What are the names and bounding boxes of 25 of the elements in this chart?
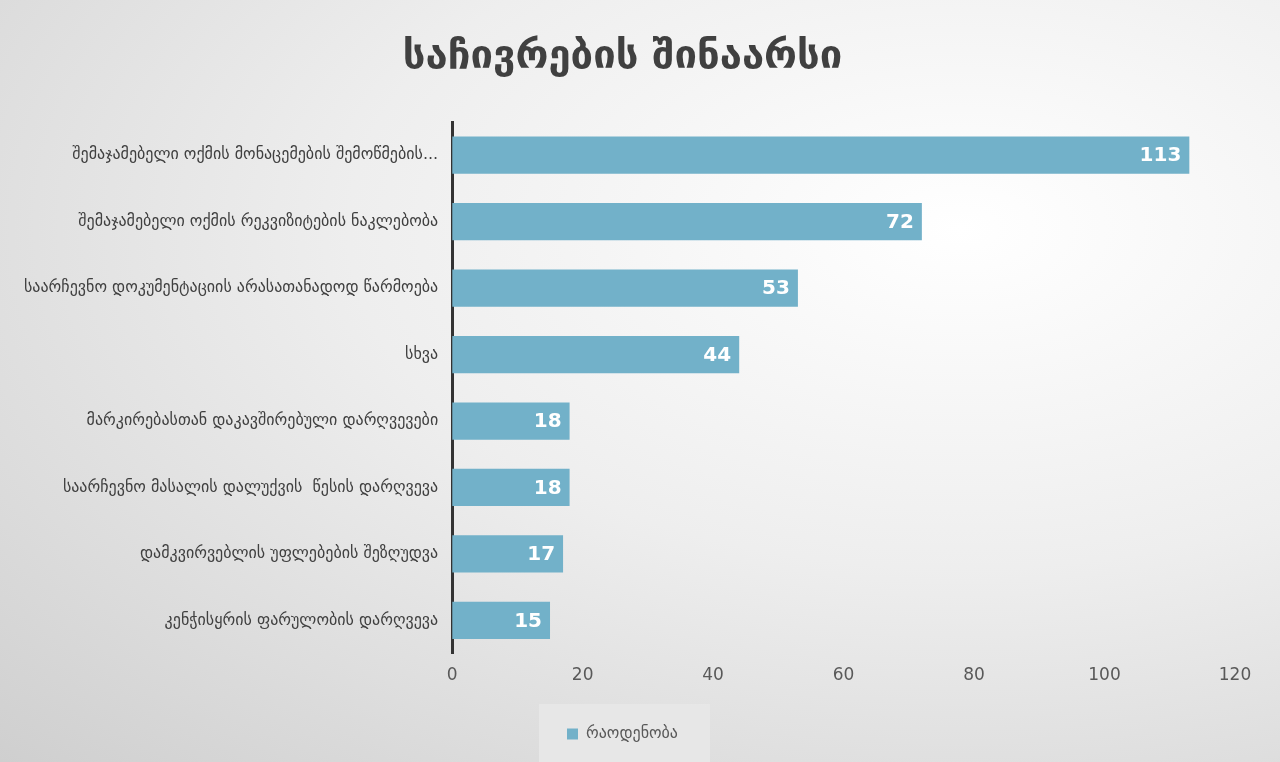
x-tick-label: 100 xyxy=(1088,664,1121,685)
x-tick-label: 80 xyxy=(963,664,985,685)
y-tick-label: სხვა xyxy=(405,343,439,363)
y-tick-label: მარკირებასთან დაკავშირებული დარღვევები xyxy=(86,410,439,430)
y-tick-label: დამკვირვებლის უფლებების შეზღუდვა xyxy=(139,543,439,563)
x-tick-label: 120 xyxy=(1218,664,1252,685)
data-label: 18 xyxy=(533,408,562,433)
x-tick-label: 20 xyxy=(571,664,594,685)
data-label: 44 xyxy=(703,341,732,366)
y-tick-label: საარჩევნო მასალის დალუქვის წესის დარღვევა xyxy=(62,476,439,496)
y-tick-label: შემაჯამებელი ოქმის მონაცემების შემოწმების... xyxy=(72,144,439,164)
x-tick-label: 60 xyxy=(832,664,855,685)
y-tick-label: შემაჯამებელი ოქმის რეკვიზიტების ნაკლებობა xyxy=(78,210,439,230)
x-tick-label: 40 xyxy=(702,664,724,685)
data-label: 113 xyxy=(1139,142,1182,167)
data-label: 15 xyxy=(514,607,543,632)
data-label: 72 xyxy=(886,208,914,233)
chart-title: საჩივრების შინაარსი xyxy=(402,31,843,78)
data-label: 17 xyxy=(527,541,556,566)
data-label: 18 xyxy=(533,474,562,499)
y-tick-label: კენჭისყრის ფარულობის დარღვევა xyxy=(164,609,439,629)
x-tick-label: 0 xyxy=(446,664,458,685)
legend-label: რაოდენობა xyxy=(586,723,678,743)
data-label: 53 xyxy=(762,275,790,300)
y-tick-label: საარჩევნო დოკუმენტაციის არასათანადოდ წარმოება xyxy=(23,277,439,297)
